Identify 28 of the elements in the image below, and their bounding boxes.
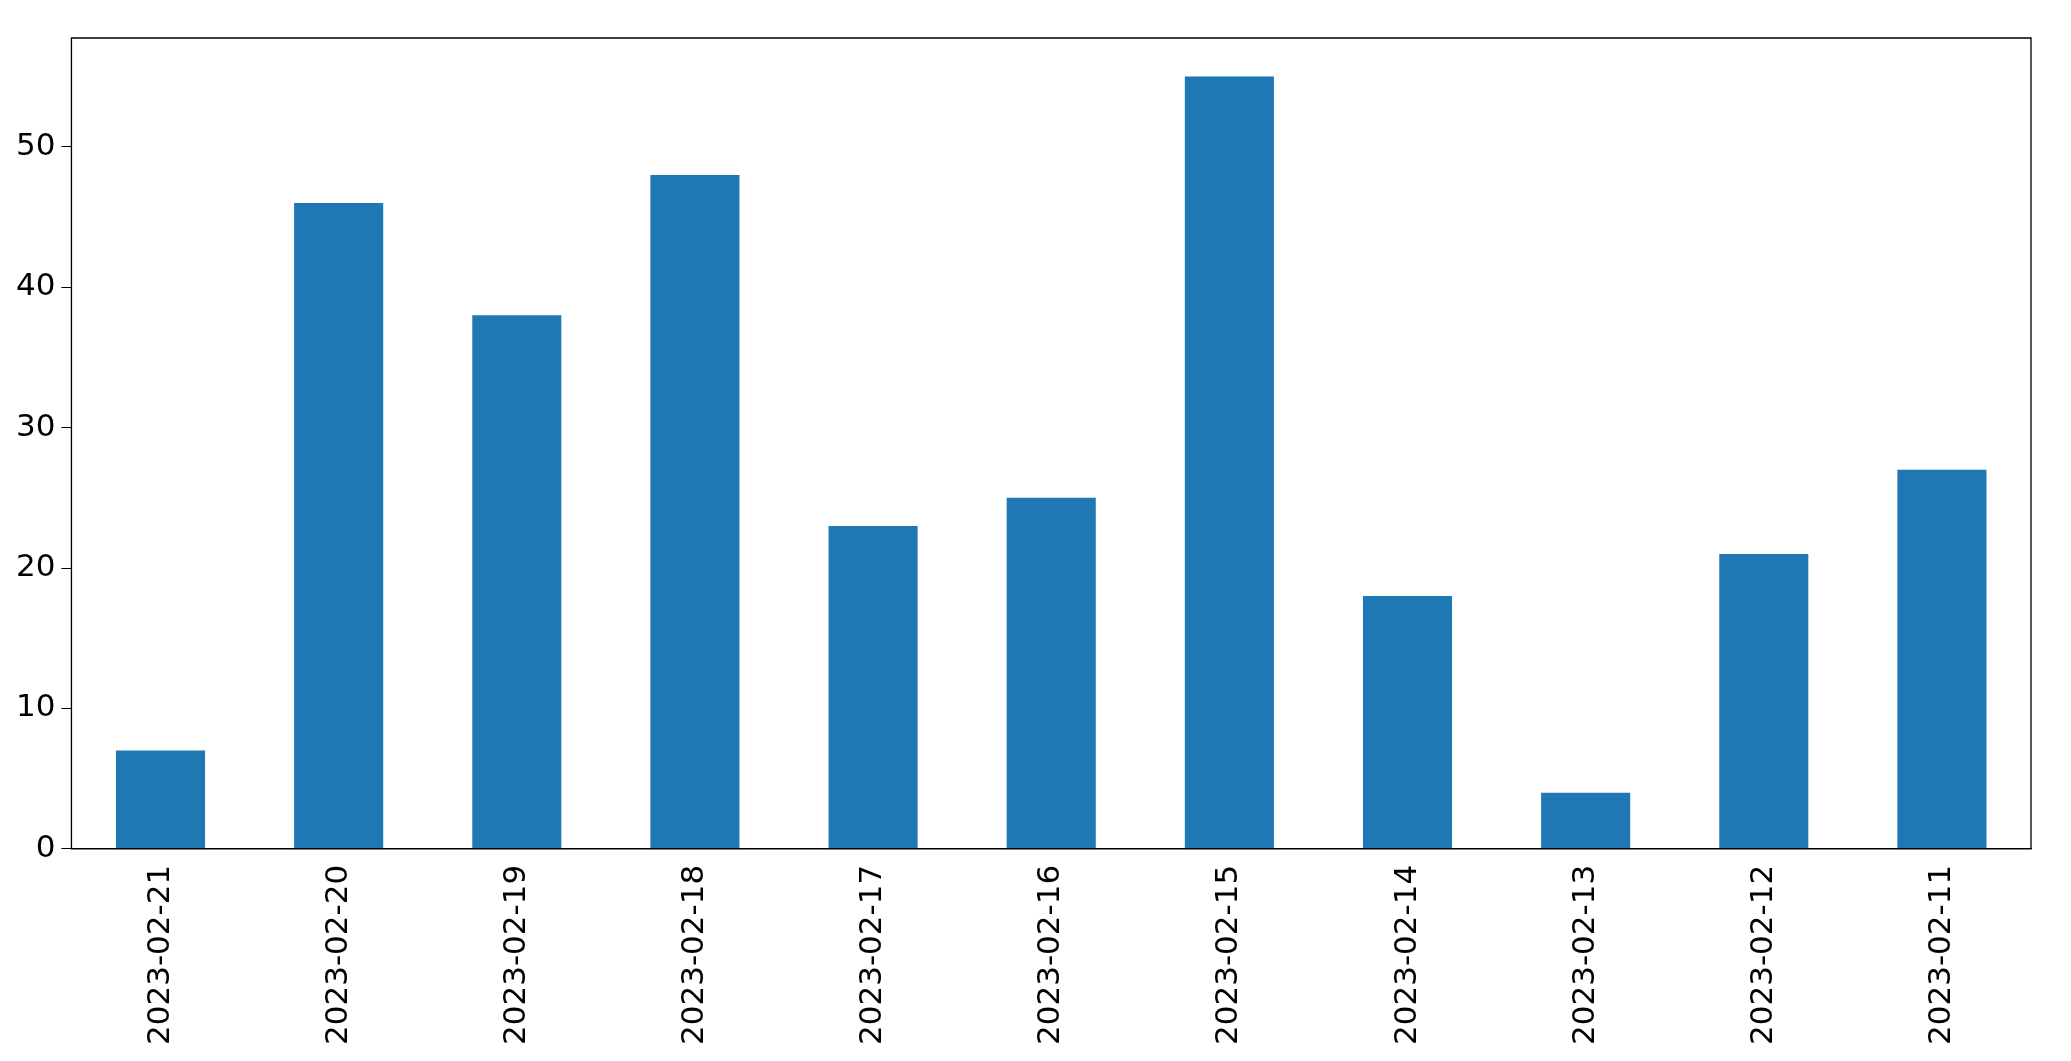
x-tick-label: 2023-02-19 (495, 864, 532, 1046)
x-tick-label: 2023-02-18 (673, 864, 710, 1046)
bar (1541, 792, 1631, 849)
bar (828, 525, 918, 849)
x-tick-label: 2023-02-16 (1030, 864, 1067, 1046)
x-tick-label: 2023-02-20 (317, 864, 354, 1046)
bar (472, 315, 562, 849)
x-tick-label: 2023-02-13 (1564, 864, 1601, 1046)
x-tick-label: 2023-02-12 (1742, 864, 1779, 1046)
bar (1362, 596, 1453, 849)
y-tick-label: 30 (15, 406, 56, 443)
x-tick-label: 2023-02-14 (1386, 864, 1423, 1046)
bar (115, 750, 206, 849)
x-tick-label: 2023-02-21 (139, 864, 176, 1046)
y-tick-label: 10 (15, 687, 56, 724)
bar (294, 202, 384, 849)
y-tick-label: 20 (15, 547, 56, 584)
y-tick-label: 40 (15, 266, 56, 303)
bar (1184, 76, 1274, 849)
bar (1897, 469, 1987, 849)
bar (650, 174, 740, 849)
bar (1006, 497, 1096, 849)
x-tick-label: 2023-02-11 (1920, 864, 1957, 1046)
y-tick-label: 0 (35, 827, 56, 864)
x-tick-label: 2023-02-17 (852, 864, 889, 1046)
y-tick-label: 50 (15, 125, 56, 162)
x-tick-label: 2023-02-15 (1208, 864, 1245, 1046)
bar (1719, 553, 1809, 849)
